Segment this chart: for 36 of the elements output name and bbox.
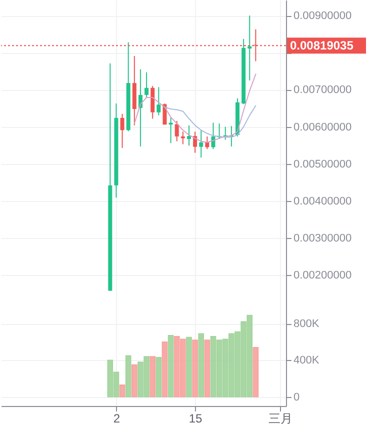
- x-tick-label: 2: [113, 412, 120, 426]
- y-tick-label: 0.00400000: [294, 195, 352, 208]
- candlestick: [120, 113, 124, 148]
- y2-tick-label: 400K: [294, 354, 320, 367]
- candlestick: [174, 120, 179, 142]
- y-tick-label: 0.00600000: [294, 121, 352, 134]
- bar: [192, 340, 198, 398]
- candlestick: [144, 72, 149, 98]
- candlestick: [186, 124, 191, 146]
- y-tick-label: 0.00900000: [294, 10, 352, 22]
- y2-tick-label: 0: [294, 391, 300, 404]
- candlestick: [168, 117, 173, 144]
- bar: [132, 364, 138, 398]
- y-tick-label: 0.00500000: [294, 158, 352, 170]
- ref-line-label: 0.00819035: [290, 38, 354, 53]
- x-tick-label: 15: [188, 412, 203, 426]
- y-tick-label: 0.00300000: [294, 232, 352, 245]
- bar: [252, 346, 259, 398]
- bar: [150, 356, 156, 398]
- bar: [119, 384, 126, 398]
- bar: [156, 357, 162, 398]
- x-tick-label: 三月: [268, 412, 292, 426]
- bar: [198, 333, 204, 398]
- y-tick-label: 0.00700000: [294, 84, 352, 96]
- bar: [204, 340, 210, 398]
- candlestick: [199, 130, 204, 158]
- bar: [162, 341, 168, 398]
- candlestick: [193, 131, 198, 154]
- bar: [125, 355, 132, 398]
- candlestick: [156, 86, 161, 116]
- y2-tick-label: 800K: [294, 318, 320, 330]
- bar: [168, 335, 174, 398]
- candlestick: [205, 136, 210, 150]
- y-tick-label: 0.00200000: [294, 270, 352, 282]
- bar: [186, 336, 192, 398]
- candlestick: [180, 131, 185, 145]
